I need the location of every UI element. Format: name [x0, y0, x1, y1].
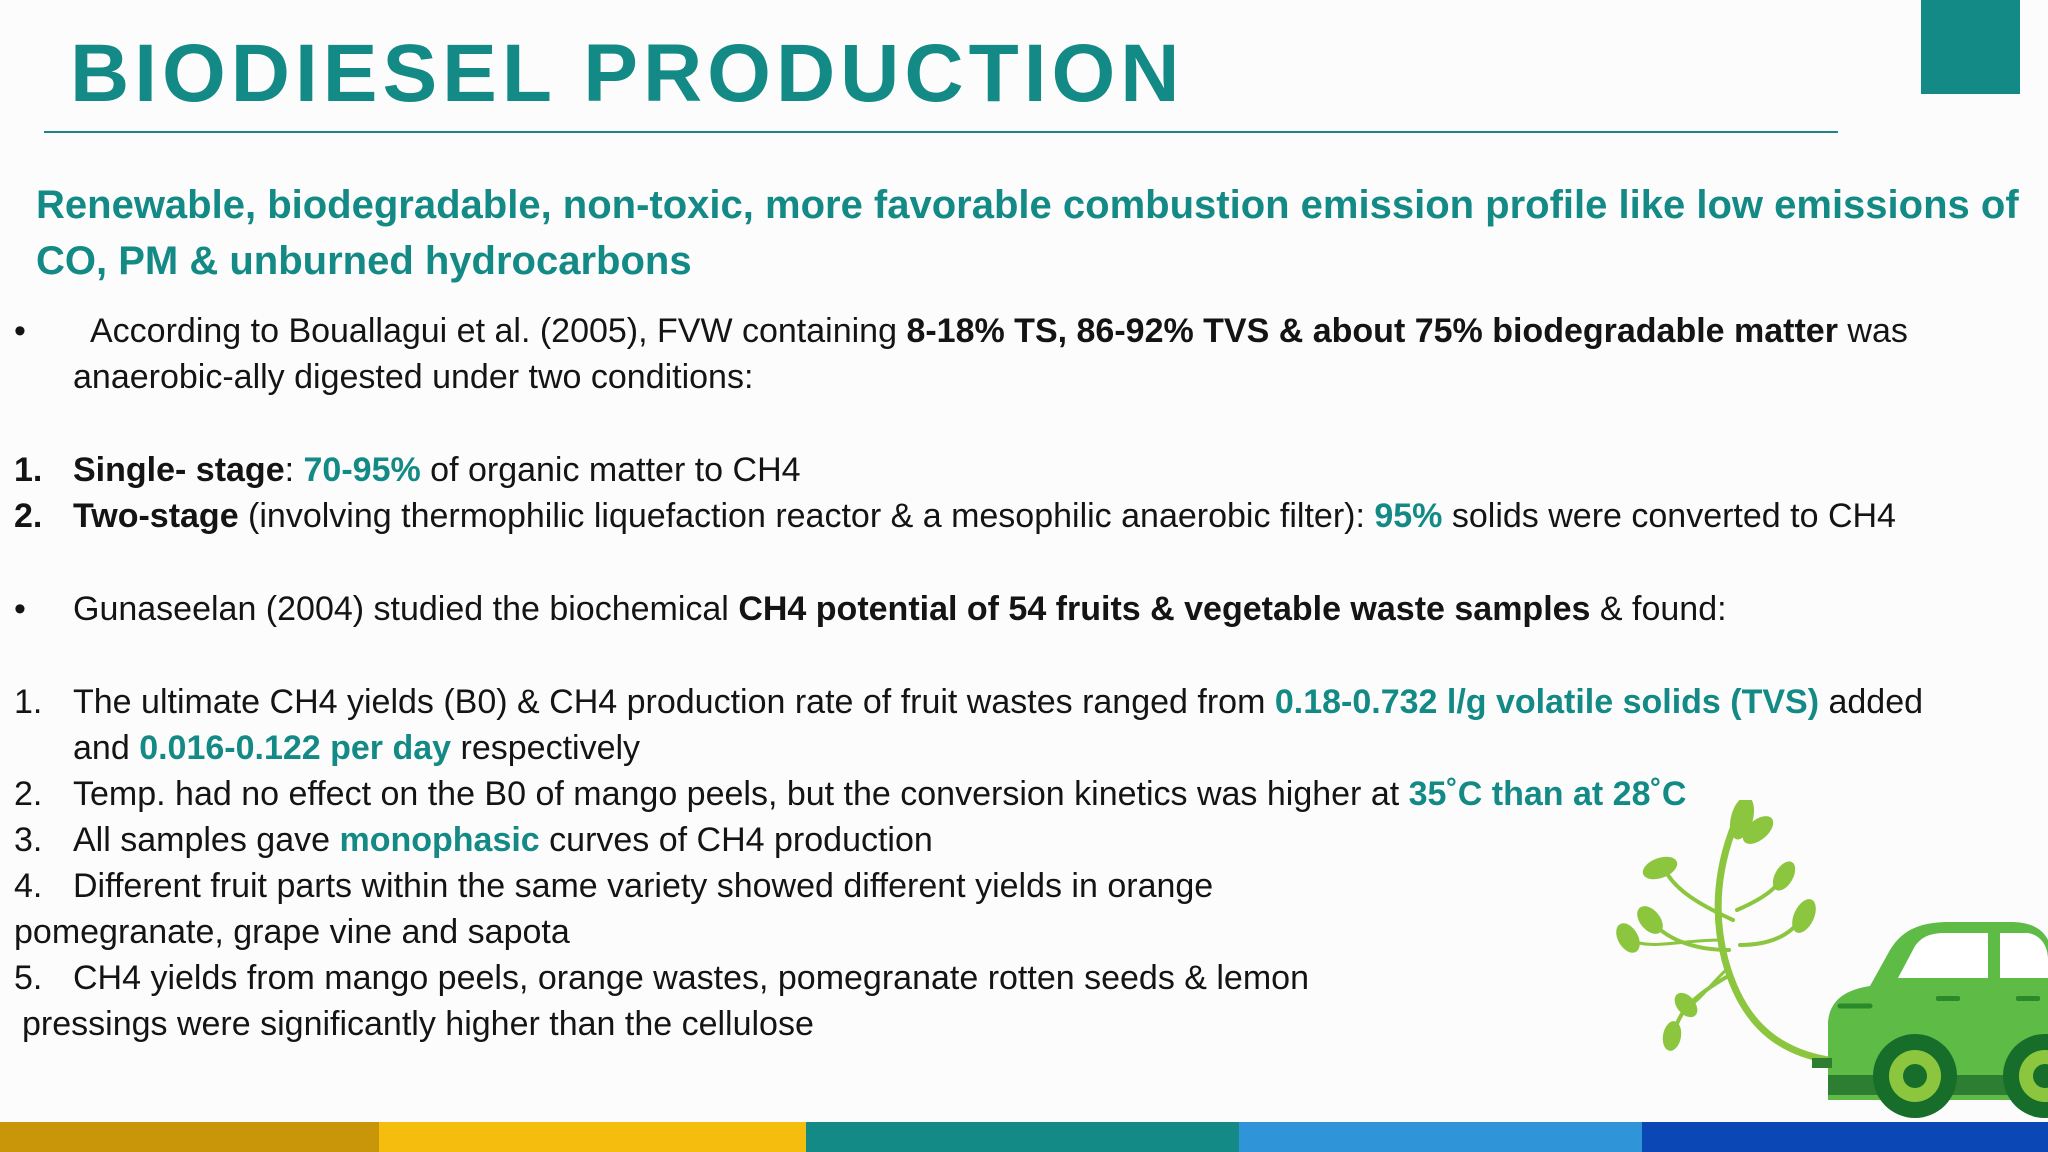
list-number: 2.	[14, 775, 43, 813]
finding-item-4-line2: pomegranate, grape vine and sapota	[14, 913, 570, 951]
finding-text: The ultimate CH4 yields (B0) & CH4 produ…	[73, 683, 1275, 721]
bullet-marker: •	[14, 312, 26, 350]
bullet2-text: Gunaseelan (2004) studied the biochemica…	[73, 590, 739, 628]
bullet-marker: •	[14, 590, 26, 628]
bullet1-line1: According to Bouallagui et al. (2005), F…	[90, 308, 1908, 354]
finding-text: All samples gave	[73, 821, 340, 859]
condition-highlight: 95%	[1374, 497, 1443, 535]
finding-text: Different fruit parts within the same va…	[73, 867, 1214, 905]
finding-highlight: 0.016-0.122 per day	[139, 729, 452, 767]
bullet1-text-end: was	[1837, 312, 1908, 350]
footer-segment	[1239, 1122, 1642, 1152]
finding-text: CH4 yields from mango peels, orange wast…	[73, 959, 1309, 997]
list-number: 5.	[14, 959, 43, 997]
footer-segment	[1642, 1122, 2048, 1152]
condition-item-two-stage: 2. Two-stage (involving thermophilic liqu…	[14, 493, 1896, 539]
finding-text-end: respectively	[451, 729, 641, 767]
finding-highlight: 35˚C than at 28˚C	[1408, 775, 1687, 813]
title-underline	[44, 131, 1838, 133]
finding-item-4: 4. Different fruit parts within the same …	[14, 863, 1213, 909]
finding-highlight: 0.18-0.732 l/g volatile solids (TVS)	[1274, 683, 1820, 721]
condition-highlight: 70-95%	[303, 451, 421, 489]
finding-item-2: 2. Temp. had no effect on the B0 of mango…	[14, 771, 1686, 817]
finding-item-3: 3. All samples gave monophasic curves of …	[14, 817, 933, 863]
bullet2-line: Gunaseelan (2004) studied the biochemica…	[73, 586, 1727, 632]
condition-label: Single- stage	[73, 451, 285, 489]
list-number: 1.	[14, 683, 43, 721]
eco-car-with-plant-exhaust-icon	[1616, 800, 2048, 1118]
corner-accent-square	[1921, 0, 2020, 94]
bullet2-text-end: & found:	[1590, 590, 1727, 628]
condition-item-single-stage: 1. Single- stage: 70-95% of organic matte…	[14, 447, 801, 493]
finding-text-end: curves of CH4 production	[539, 821, 933, 859]
condition-text-end: of organic matter to CH4	[420, 451, 801, 489]
finding-item-5: 5. CH4 yields from mango peels, orange wa…	[14, 955, 1309, 1001]
condition-text: :	[284, 451, 304, 489]
list-number: 1.	[14, 451, 43, 489]
bullet2-bold-text: CH4 potential of 54 fruits & vegetable w…	[738, 590, 1591, 628]
finding-item-1: 1. The ultimate CH4 yields (B0) & CH4 pro…	[14, 679, 1923, 725]
finding-text: and	[73, 729, 140, 767]
slide-body: • According to Bouallagui et al. (2005),…	[14, 308, 1923, 1043]
footer-segment	[0, 1122, 379, 1152]
bullet1-text: According to Bouallagui et al. (2005), F…	[90, 312, 907, 350]
footer-segment	[806, 1122, 1239, 1152]
slide-subtitle: Renewable, biodegradable, non-toxic, mor…	[36, 183, 2019, 283]
condition-text-end: solids were converted to CH4	[1442, 497, 1896, 535]
list-number: 3.	[14, 821, 43, 859]
finding-text: Temp. had no effect on the B0 of mango p…	[73, 775, 1409, 813]
slide-title: BIODIESEL PRODUCTION	[70, 28, 1185, 119]
finding-item-1-line2: and 0.016-0.122 per day respectively	[73, 725, 640, 771]
bullet1-bold-text: 8-18% TS, 86-92% TVS & about 75% biodegr…	[906, 312, 1838, 350]
list-number: 4.	[14, 867, 43, 905]
bullet1-line2: anaerobic-ally digested under two condit…	[73, 358, 754, 396]
footer-segment	[379, 1122, 806, 1152]
finding-text-end: added	[1819, 683, 1924, 721]
footer-color-bar	[0, 1122, 2048, 1152]
finding-highlight: monophasic	[339, 821, 540, 859]
condition-label: Two-stage	[73, 497, 239, 535]
condition-text: (involving thermophilic liquefaction rea…	[238, 497, 1375, 535]
list-number: 2.	[14, 497, 43, 535]
finding-item-5-line2: pressings were significantly higher than…	[22, 1005, 814, 1043]
